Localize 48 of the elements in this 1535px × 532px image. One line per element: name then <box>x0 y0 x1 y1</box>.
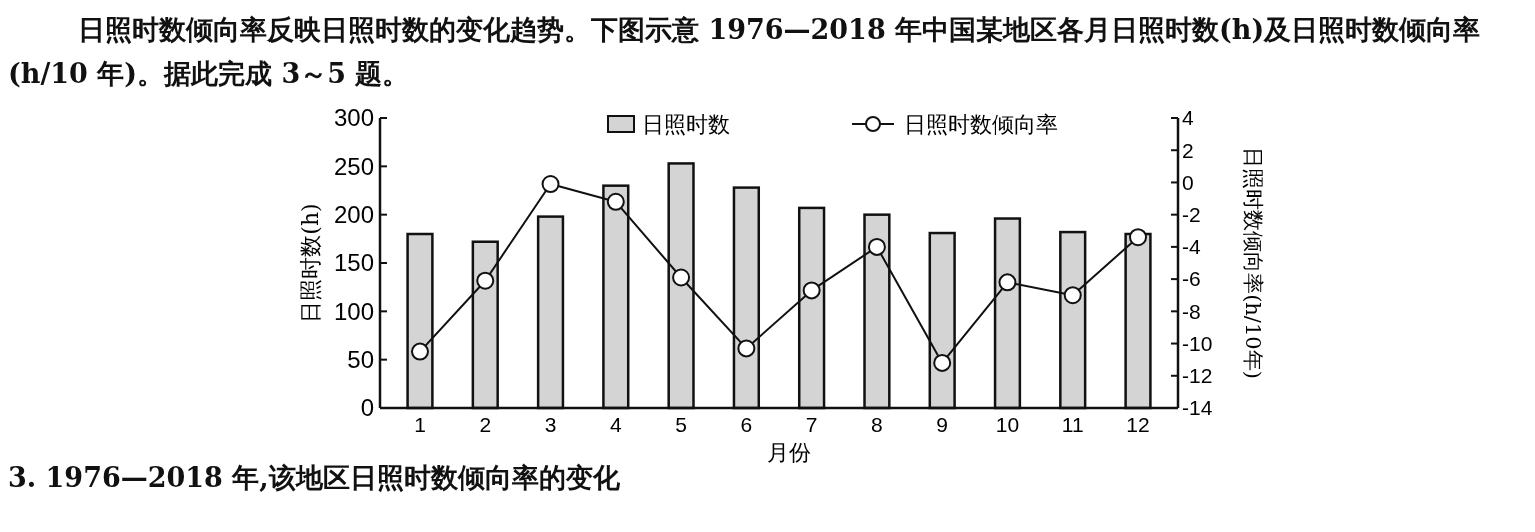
y2-tick-label: -12 <box>1182 364 1213 388</box>
x-tick-label: 2 <box>479 413 492 436</box>
y2-tick-label: 4 <box>1182 106 1194 130</box>
point <box>541 175 560 194</box>
y2-tick-label: 2 <box>1182 138 1194 162</box>
y-axis-title: 日照时数(h) <box>298 203 323 323</box>
point <box>737 339 756 358</box>
point <box>476 271 495 290</box>
y-tick-label: 150 <box>333 249 374 277</box>
y-tick-label: 100 <box>333 297 374 325</box>
point <box>1129 228 1148 247</box>
x-tick-label: 12 <box>1126 413 1150 436</box>
point <box>410 342 429 361</box>
y2-tick-label: -2 <box>1182 203 1201 227</box>
y-tick-label: 50 <box>347 346 374 374</box>
x-tick-label: 4 <box>609 413 622 436</box>
x-axis-title: 月份 <box>767 440 811 465</box>
y2-tick-label: -6 <box>1182 267 1201 291</box>
legend-label: 日照时数倾向率 <box>904 111 1058 137</box>
y-tick-label: 200 <box>333 201 374 229</box>
x-tick-label: 10 <box>995 413 1020 436</box>
point <box>1063 286 1082 305</box>
y-tick-label: 0 <box>360 394 374 422</box>
y2-axis-title: 日照时数倾向率(h/10年) <box>1241 147 1265 379</box>
legend-label: 日照时数 <box>642 111 730 137</box>
point <box>802 281 821 300</box>
x-tick-label: 6 <box>740 413 753 436</box>
point <box>672 268 691 287</box>
point <box>606 192 625 211</box>
chart-title: 日照时数倾向率反映日照时数的变化趋势。下图示意 1976—2018 年中国某地区各月日照时数(h)及日照时数倾向率(h/10 年)。据此完成 3～5 题。 <box>8 13 1482 91</box>
y2-tick-label: -4 <box>1182 235 1201 259</box>
x-tick-label: 8 <box>871 413 883 436</box>
x-tick-label: 1 <box>414 413 426 436</box>
x-tick-label: 5 <box>675 413 687 436</box>
y2-tick-label: -14 <box>1182 396 1213 420</box>
point <box>933 353 952 372</box>
x-tick-label: 9 <box>936 413 949 436</box>
point <box>867 237 886 256</box>
x-tick-label: 3 <box>544 413 557 436</box>
x-tick-label: 11 <box>1061 413 1084 436</box>
point <box>998 273 1017 292</box>
text: 3. 1976—2018 年,该地区日照时数倾向率的变化 <box>8 462 620 493</box>
x-tick-label: 7 <box>805 413 818 436</box>
y2-tick-label: -10 <box>1182 331 1213 355</box>
y-tick-label: 300 <box>333 104 374 132</box>
y-tick-label: 250 <box>333 152 374 180</box>
y2-tick-label: -8 <box>1182 299 1201 323</box>
y2-tick-label: 0 <box>1182 170 1194 194</box>
